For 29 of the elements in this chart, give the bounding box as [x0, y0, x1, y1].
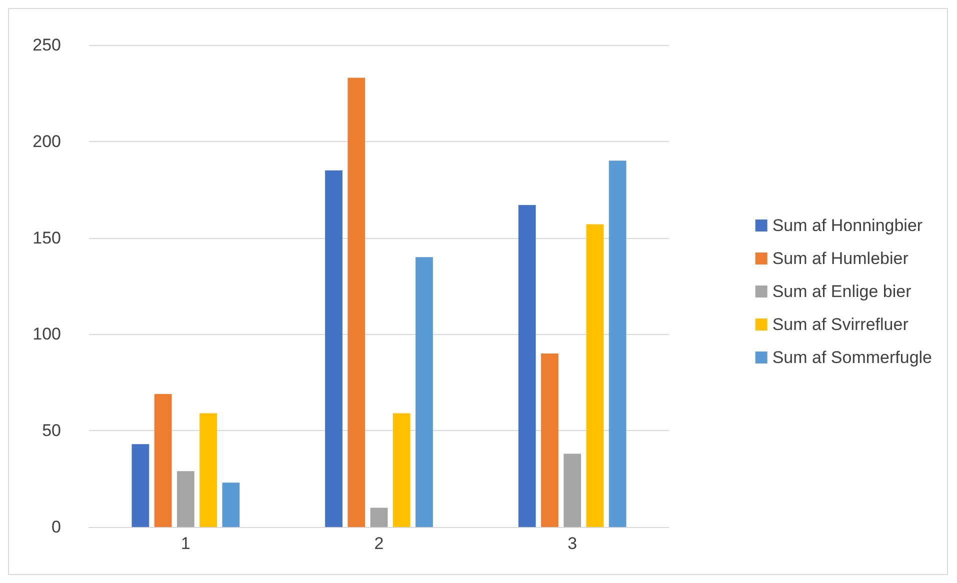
legend-label: Sum af Svirrefluer: [772, 315, 909, 334]
bar: [200, 413, 217, 527]
x-tick-label: 3: [568, 534, 578, 553]
bar: [222, 482, 240, 527]
y-tick-label: 50: [42, 421, 61, 440]
bar: [348, 78, 366, 527]
y-tick-label: 150: [32, 228, 61, 248]
bar: [541, 353, 558, 527]
bar: [154, 394, 172, 527]
bar: [518, 205, 536, 527]
legend-label: Sum af Humlebier: [772, 249, 909, 268]
legend-label: Sum af Enlige bier: [772, 282, 912, 301]
bar: [176, 471, 194, 527]
bar: [564, 454, 582, 527]
y-tick-label: 0: [52, 518, 61, 536]
y-tick-label: 250: [32, 36, 61, 54]
y-tick-label: 200: [32, 132, 61, 151]
bar: [392, 413, 410, 527]
legend-label: Sum af Honningbier: [772, 216, 923, 235]
bar: [132, 444, 150, 527]
bar: [586, 224, 604, 527]
x-tick-label: 2: [374, 534, 384, 553]
bar: [370, 508, 388, 527]
bar: [416, 257, 433, 527]
bar: [608, 160, 626, 527]
y-tick-label: 100: [32, 324, 61, 344]
x-tick-label: 1: [180, 534, 190, 553]
legend-label: Sum af Sommerfugle: [772, 348, 932, 367]
bar: [325, 170, 342, 527]
